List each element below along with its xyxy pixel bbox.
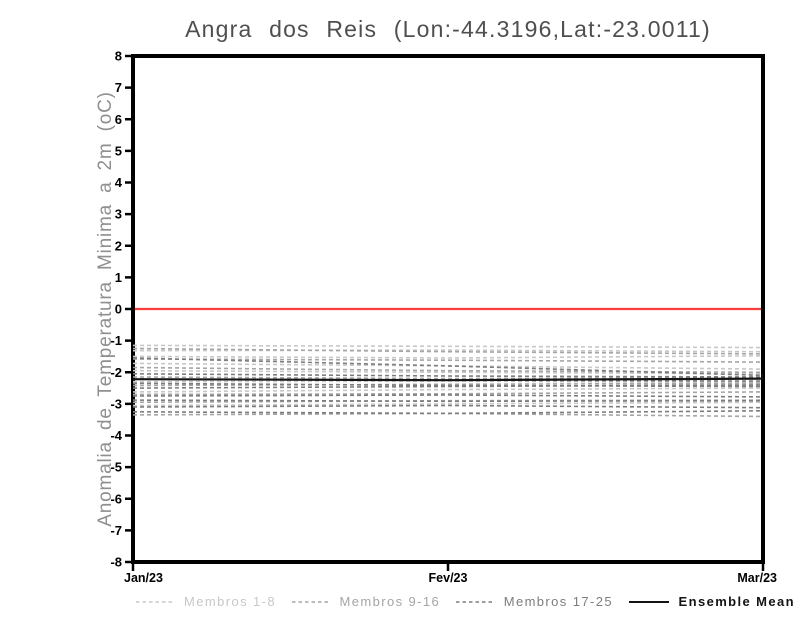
x-tick-label: Mar/23: [737, 571, 777, 585]
y-tick-label: 2: [115, 238, 122, 253]
y-tick-label: -4: [110, 428, 122, 443]
ensemble-member-line: [132, 357, 764, 377]
y-tick-label: 4: [115, 175, 123, 190]
y-tick-label: -1: [110, 333, 122, 348]
legend-label: Membros 9-16: [339, 594, 441, 609]
dashed-line-swatch: [455, 600, 494, 603]
y-tick-label: -5: [110, 460, 122, 475]
ensemble-member-line: [132, 347, 764, 355]
y-tick-label: 8: [115, 49, 122, 64]
y-tick-label: -7: [110, 523, 122, 538]
legend-item-membros-1-8: Membros 1-8: [135, 594, 276, 609]
y-tick-label: 6: [115, 112, 122, 127]
ensemble-member-line: [132, 391, 764, 396]
x-tick-label: Jan/23: [124, 571, 163, 585]
dashed-line-swatch: [136, 600, 174, 603]
legend-item-membros-9-16: Membros 9-16: [291, 594, 441, 609]
ensemble-member-line: [132, 369, 764, 375]
legend-label: Ensemble Mean: [678, 594, 795, 609]
x-tick-label: Fev/23: [429, 571, 468, 585]
ensemble-member-line: [132, 394, 764, 398]
legend-label: Membros 17-25: [503, 594, 613, 609]
legend-label: Membros 1-8: [184, 594, 276, 609]
y-tick-label: 3: [115, 207, 122, 222]
ensemble-member-line: [132, 344, 764, 349]
ensemble-mean-line: [132, 377, 764, 382]
chart-title: Angra dos Reis (Lon:-44.3196,Lat:-23.001…: [185, 16, 711, 42]
solid-line-swatch: [628, 600, 669, 603]
ensemble-member-line: [132, 401, 764, 407]
y-tick-label: 7: [115, 80, 122, 95]
ensemble-member-line: [132, 358, 764, 363]
y-tick-label: 1: [115, 270, 122, 285]
y-tick-label: -2: [110, 365, 122, 380]
ensemble-member-line: [132, 410, 764, 415]
y-tick-label: 0: [115, 302, 122, 317]
plot-frame: [131, 54, 765, 564]
ensemble-member-line: [132, 355, 764, 359]
legend-item-membros-17-25: Membros 17-25: [455, 594, 613, 609]
legend-item-ensemble-mean: Ensemble Mean: [628, 594, 795, 609]
ensemble-member-line: [132, 384, 764, 389]
dashed-line-swatch: [291, 600, 330, 603]
ensemble-member-line: [132, 387, 764, 393]
chart-legend: Membros 1-8 Membros 9-16 Membros 17-25 E…: [135, 594, 795, 609]
y-tick-label: -6: [110, 491, 122, 506]
ensemble-member-line: [132, 349, 764, 353]
y-tick-label: 5: [115, 143, 122, 158]
ensemble-member-line: [132, 404, 764, 409]
ensemble-member-line: [132, 399, 764, 403]
y-tick-label: -3: [110, 396, 122, 411]
y-tick-label: -8: [110, 555, 122, 570]
ensemble-member-line: [132, 373, 764, 378]
ensemble-member-line: [132, 382, 764, 387]
